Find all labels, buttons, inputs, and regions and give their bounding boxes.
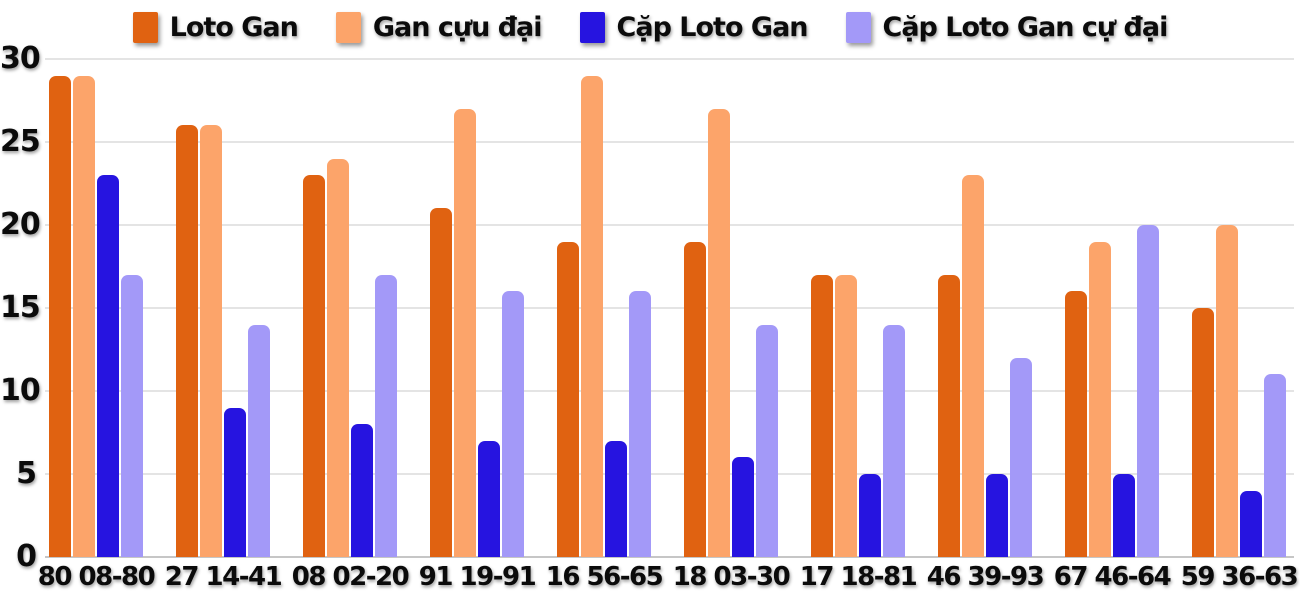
chart-legend: Loto Gan Gan cựu đại Cặp Loto Gan Cặp Loto …	[0, 6, 1300, 48]
bar-series0-group1	[176, 125, 198, 557]
bar-series2-group3	[478, 440, 500, 557]
bar-series0-group3	[430, 208, 452, 557]
legend-item-2[interactable]: Cặp Loto Gan	[579, 11, 809, 43]
gridline-y10	[45, 390, 1294, 392]
x-axis-label-group8: 67 46-64	[1053, 562, 1172, 592]
x-axis-label-group4: 16 56-65	[545, 562, 664, 592]
y-axis-tick-label-30: 30	[0, 41, 41, 76]
gridline-y30	[45, 58, 1294, 60]
legend-swatch-icon	[335, 11, 361, 43]
bar-series1-group7	[962, 175, 984, 557]
bar-series0-group7	[938, 274, 960, 557]
gridline-y5	[45, 473, 1294, 475]
legend-swatch-icon	[132, 11, 158, 43]
bar-series1-group3	[454, 108, 476, 557]
bar-series0-group0	[49, 75, 71, 557]
x-axis-label-group0: 80 08-80	[37, 562, 156, 592]
bar-series0-group5	[684, 241, 706, 557]
bar-series3-group3	[502, 291, 524, 557]
x-axis-label-group2: 08 02-20	[291, 562, 410, 592]
bar-series2-group2	[351, 424, 373, 557]
bar-series0-group8	[1065, 291, 1087, 557]
bar-series3-group6	[883, 324, 905, 557]
y-axis-tick-label-25: 25	[0, 124, 41, 159]
bar-series1-group6	[835, 274, 857, 557]
gridline-y20	[45, 224, 1294, 226]
bar-series1-group0	[73, 75, 95, 557]
bar-series3-group5	[756, 324, 778, 557]
legend-label: Cặp Loto Gan	[616, 11, 809, 43]
bar-series2-group1	[224, 407, 246, 557]
legend-label: Loto Gan	[169, 11, 299, 43]
bar-series1-group1	[200, 125, 222, 557]
y-axis-tick-label-20: 20	[0, 207, 41, 242]
bar-series1-group2	[327, 158, 349, 557]
y-axis-tick-label-0: 0	[16, 539, 37, 574]
legend-label: Gan cựu đại	[372, 11, 543, 43]
bar-series2-group6	[859, 474, 881, 557]
bar-series1-group8	[1089, 241, 1111, 557]
y-axis-tick-label-10: 10	[0, 373, 41, 408]
bar-series2-group4	[605, 440, 627, 557]
legend-item-3[interactable]: Cặp Loto Gan cự đại	[845, 11, 1169, 43]
bar-series1-group4	[581, 75, 603, 557]
x-axis-label-group3: 91 19-91	[418, 562, 537, 592]
bar-series3-group9	[1264, 374, 1286, 557]
bar-series2-group5	[732, 457, 754, 557]
legend-swatch-icon	[845, 11, 871, 43]
bar-series2-group8	[1113, 474, 1135, 557]
bar-series0-group9	[1192, 308, 1214, 557]
legend-label: Cặp Loto Gan cự đại	[882, 11, 1169, 43]
bar-series3-group8	[1137, 225, 1159, 557]
x-axis-label-group9: 59 36-63	[1180, 562, 1299, 592]
x-axis-label-group5: 18 03-30	[672, 562, 791, 592]
gridline-y15	[45, 307, 1294, 309]
legend-item-0[interactable]: Loto Gan	[132, 11, 299, 43]
bar-series2-group0	[97, 175, 119, 557]
x-axis-baseline	[45, 556, 1294, 558]
legend-swatch-icon	[579, 11, 605, 43]
bar-series1-group9	[1216, 225, 1238, 557]
x-axis-label-group7: 46 39-93	[926, 562, 1045, 592]
y-axis-tick-label-15: 15	[0, 290, 41, 325]
bar-series1-group5	[708, 108, 730, 557]
x-axis-label-group1: 27 14-41	[164, 562, 283, 592]
bar-series2-group7	[986, 474, 1008, 557]
bar-series0-group4	[557, 241, 579, 557]
gridline-y25	[45, 141, 1294, 143]
bar-series0-group6	[811, 274, 833, 557]
bar-series3-group4	[629, 291, 651, 557]
bar-series3-group2	[375, 274, 397, 557]
bar-series0-group2	[303, 175, 325, 557]
bar-series3-group0	[121, 274, 143, 557]
bar-series2-group9	[1240, 490, 1262, 557]
bar-series3-group7	[1010, 357, 1032, 557]
legend-item-1[interactable]: Gan cựu đại	[335, 11, 543, 43]
y-axis-tick-label-5: 5	[16, 456, 37, 491]
bar-series3-group1	[248, 324, 270, 557]
x-axis-label-group6: 17 18-81	[799, 562, 918, 592]
